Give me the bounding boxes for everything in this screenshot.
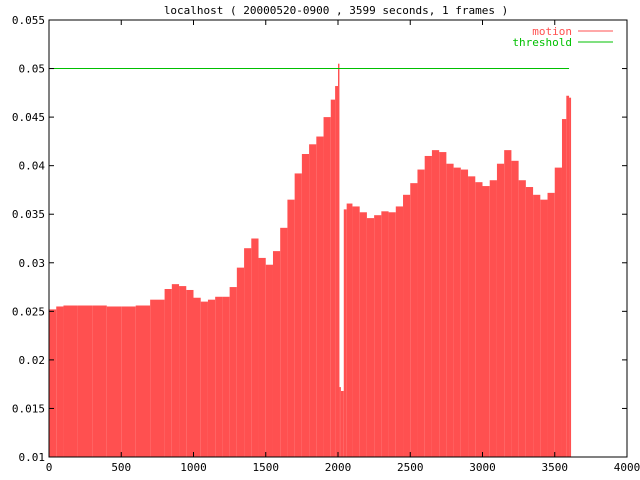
motion-bar [374,215,382,457]
motion-bar [504,150,512,457]
motion-bar [309,144,317,458]
y-tick-label: 0.03 [19,257,46,270]
motion-bar [106,306,122,457]
motion-bar [265,264,273,457]
motion-bar [338,63,340,457]
motion-bar [547,192,555,458]
motion-bar [511,160,519,457]
motion-bar [215,296,223,457]
x-tick-label: 1000 [180,461,207,474]
motion-bar [533,194,541,458]
motion-bar [340,390,344,457]
motion-bar [171,284,180,457]
motion-bar [258,257,266,457]
y-tick-label: 0.045 [12,111,45,124]
motion-bar [475,182,483,457]
motion-bar [561,119,567,458]
motion-bar [566,95,570,457]
motion-bar [193,297,201,457]
x-tick-label: 4000 [614,461,640,474]
x-axis: 0 500 1000 1500 2000 2500 3000 3500 4000 [46,20,640,474]
motion-bar [352,206,360,457]
x-tick-label: 2500 [397,461,424,474]
motion-bar [424,155,432,457]
motion-bar [150,299,165,457]
motion-bar [222,296,230,457]
motion-area [49,63,572,458]
motion-bar [446,163,454,457]
motion-bar [381,211,389,457]
motion-bar [339,387,341,457]
y-tick-label: 0.025 [12,305,45,318]
x-tick-label: 3000 [469,461,496,474]
motion-bar [417,169,425,458]
motion-bar [388,212,396,457]
motion-bar [453,167,461,458]
motion-bar [316,136,324,457]
motion-bar [323,117,331,458]
motion-bar [294,173,302,457]
x-tick-label: 3500 [542,461,569,474]
motion-bar [92,305,107,457]
chart-title: localhost ( 20000520-0900 , 3599 seconds… [164,4,508,17]
motion-bar [343,209,347,457]
y-axis: 0.01 0.015 0.02 0.025 0.03 0.035 0.04 0.045 0.05… [12,14,627,464]
y-tick-label: 0.02 [19,354,46,367]
motion-bar [49,309,57,457]
motion-bar [431,150,440,457]
motion-bar [236,267,245,457]
motion-bar [164,289,172,457]
motion-bar [525,187,534,457]
motion-bar [359,212,367,457]
y-tick-label: 0.04 [19,160,46,173]
y-tick-label: 0.035 [12,208,45,221]
x-tick-label: 500 [111,461,131,474]
y-tick-label: 0.05 [19,63,46,76]
motion-bar [272,251,281,457]
y-tick-label: 0.01 [19,451,46,464]
motion-bar [439,152,447,457]
motion-bar [468,176,476,457]
legend-label: threshold [512,36,572,49]
motion-bar [330,99,336,457]
x-tick-label: 0 [46,461,53,474]
motion-bar [540,199,548,457]
motion-bar [207,299,216,457]
motion-bar [200,301,208,457]
motion-bar [410,183,418,457]
motion-bar [482,186,490,457]
motion-bar [554,167,562,458]
motion-bar [301,154,310,457]
motion-bar [121,306,136,457]
legend-label: motion [532,25,572,38]
motion-bar [280,227,288,457]
x-tick-label: 1500 [253,461,280,474]
motion-bar [179,286,187,457]
motion-bar [496,163,505,457]
y-tick-label: 0.015 [12,402,45,415]
motion-bar [569,97,572,457]
motion-bar [460,169,469,458]
motion-bar [186,289,194,457]
motion-bar [403,194,411,458]
motion-bar [229,287,237,457]
motion-bar [366,218,375,457]
motion-bar [244,248,252,457]
motion-bar [56,306,64,457]
motion-bar [287,199,295,457]
motion-bar [251,238,259,457]
motion-bar [518,180,526,458]
x-tick-label: 2000 [325,461,352,474]
motion-bar [395,206,404,457]
motion-bar [77,305,93,457]
motion-bar [489,180,497,458]
motion-bar [63,305,78,457]
motion-bar [335,86,338,457]
motion-bar [346,203,353,457]
motion-bar [135,305,151,457]
y-tick-label: 0.055 [12,14,45,27]
